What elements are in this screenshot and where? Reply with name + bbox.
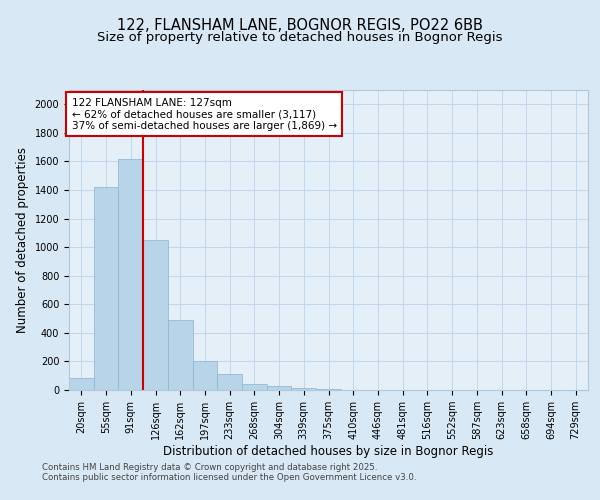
Y-axis label: Number of detached properties: Number of detached properties [16,147,29,333]
Bar [292,388,316,390]
Bar [316,388,341,390]
Text: Size of property relative to detached houses in Bognor Regis: Size of property relative to detached ho… [97,31,503,44]
Bar [69,378,94,390]
X-axis label: Distribution of detached houses by size in Bognor Regis: Distribution of detached houses by size … [163,445,494,458]
Text: 122 FLANSHAM LANE: 127sqm
← 62% of detached houses are smaller (3,117)
37% of se: 122 FLANSHAM LANE: 127sqm ← 62% of detac… [71,98,337,130]
Bar [217,374,242,390]
Bar [118,158,143,390]
Text: 122, FLANSHAM LANE, BOGNOR REGIS, PO22 6BB: 122, FLANSHAM LANE, BOGNOR REGIS, PO22 6… [117,18,483,32]
Bar [168,320,193,390]
Bar [193,360,217,390]
Text: Contains public sector information licensed under the Open Government Licence v3: Contains public sector information licen… [42,474,416,482]
Bar [242,384,267,390]
Bar [143,240,168,390]
Bar [267,386,292,390]
Text: Contains HM Land Registry data © Crown copyright and database right 2025.: Contains HM Land Registry data © Crown c… [42,464,377,472]
Bar [94,187,118,390]
